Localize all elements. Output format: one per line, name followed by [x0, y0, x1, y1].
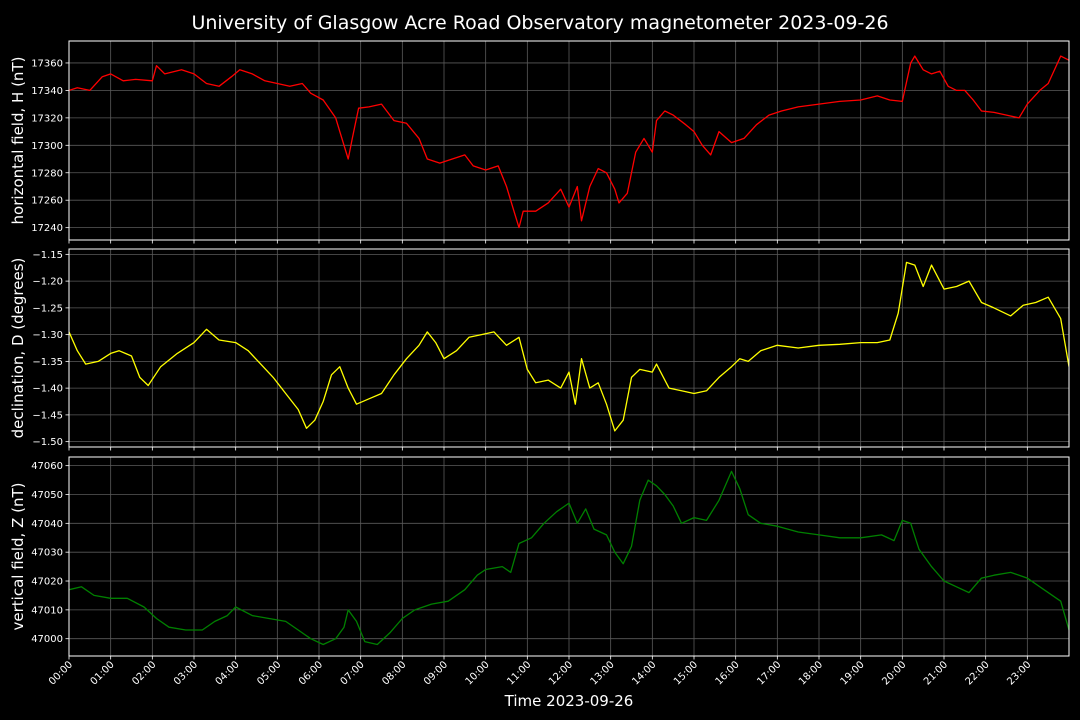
series-line-D — [69, 261, 1069, 432]
y-tick-label-D: −1.30 — [32, 330, 63, 341]
x-tick-label: 16:00 — [714, 659, 742, 687]
panel-frame — [68, 248, 1070, 448]
x-tick-label: 14:00 — [630, 659, 658, 687]
x-tick-label: 13:00 — [589, 659, 617, 687]
y-tick-label-H: 17300 — [31, 141, 63, 152]
x-tick-label: 09:00 — [422, 659, 450, 687]
y-tick-label-D: −1.50 — [32, 437, 63, 448]
y-tick-label-D: −1.20 — [32, 277, 63, 288]
chart-panels: 17240 17260 17280 17300 17320 17340 17360 horiz… — [9, 40, 1070, 660]
x-tick-label: 22:00 — [964, 659, 992, 687]
x-tick-label: 19:00 — [839, 659, 867, 687]
chart-title: University of Glasgow Acre Road Observat… — [191, 12, 888, 34]
y-tick-label-Z: 47000 — [31, 634, 63, 645]
panel-Z: 47000 47010 47020 47030 47040 47050 47060 verti… — [9, 456, 1070, 660]
x-tick-label: 01:00 — [89, 659, 117, 687]
y-axis-label-D: declination, D (degrees) — [9, 258, 27, 439]
y-tick-label-H: 17340 — [31, 86, 63, 97]
x-tick-label: 12:00 — [547, 659, 575, 687]
series-line-Z — [69, 470, 1069, 646]
x-tick-label: 21:00 — [922, 659, 950, 687]
x-tick-label: 17:00 — [755, 659, 783, 687]
x-tick-label: 15:00 — [672, 659, 700, 687]
y-tick-label-D: −1.25 — [32, 303, 63, 314]
x-tick-label: 03:00 — [172, 659, 200, 687]
y-tick-label-H: 17240 — [31, 223, 63, 234]
y-tick-label-Z: 47060 — [31, 461, 63, 472]
x-tick-label: 23:00 — [1005, 659, 1033, 687]
y-tick-label-D: −1.40 — [32, 384, 63, 395]
y-axis-label-H: horizontal field, H (nT) — [9, 57, 27, 225]
series-line-H — [69, 55, 1069, 229]
x-axis-label: Time 2023-09-26 — [504, 692, 634, 710]
y-tick-label-D: −1.35 — [32, 357, 63, 368]
x-tick-label: 07:00 — [339, 659, 367, 687]
y-tick-label-H: 17320 — [31, 113, 63, 124]
x-tick-label: 18:00 — [797, 659, 825, 687]
panel-H: 17240 17260 17280 17300 17320 17340 17360 horiz… — [9, 40, 1070, 244]
x-tick-label: 05:00 — [255, 659, 283, 687]
panel-frame — [68, 456, 1070, 657]
y-tick-label-Z: 47020 — [31, 577, 63, 588]
panel-frame — [68, 40, 1070, 241]
y-axis-label-Z: vertical field, Z (nT) — [9, 482, 27, 630]
x-axis-ticks: 00:00 01:00 02:00 03:00 04:00 05:00 06:00 07:00… — [47, 659, 1033, 687]
y-tick-label-Z: 47040 — [31, 519, 63, 530]
y-tick-label-H: 17280 — [31, 168, 63, 179]
x-tick-label: 06:00 — [297, 659, 325, 687]
panel-D: −1.50 −1.45 −1.40 −1.35 −1.30 −1.25 −1.20 −1.15… — [9, 248, 1070, 451]
y-tick-label-H: 17360 — [31, 58, 63, 69]
y-tick-label-D: −1.15 — [32, 250, 63, 261]
x-tick-label: 20:00 — [880, 659, 908, 687]
y-tick-label-H: 17260 — [31, 196, 63, 207]
x-tick-label: 04:00 — [214, 659, 242, 687]
x-tick-label: 11:00 — [505, 659, 533, 687]
y-tick-label-Z: 47030 — [31, 548, 63, 559]
x-tick-label: 00:00 — [47, 659, 75, 687]
y-tick-label-Z: 47010 — [31, 605, 63, 616]
x-tick-label: 02:00 — [130, 659, 158, 687]
x-tick-label: 10:00 — [464, 659, 492, 687]
x-tick-label: 08:00 — [380, 659, 408, 687]
y-tick-label-D: −1.45 — [32, 410, 63, 421]
y-tick-label-Z: 47050 — [31, 490, 63, 501]
